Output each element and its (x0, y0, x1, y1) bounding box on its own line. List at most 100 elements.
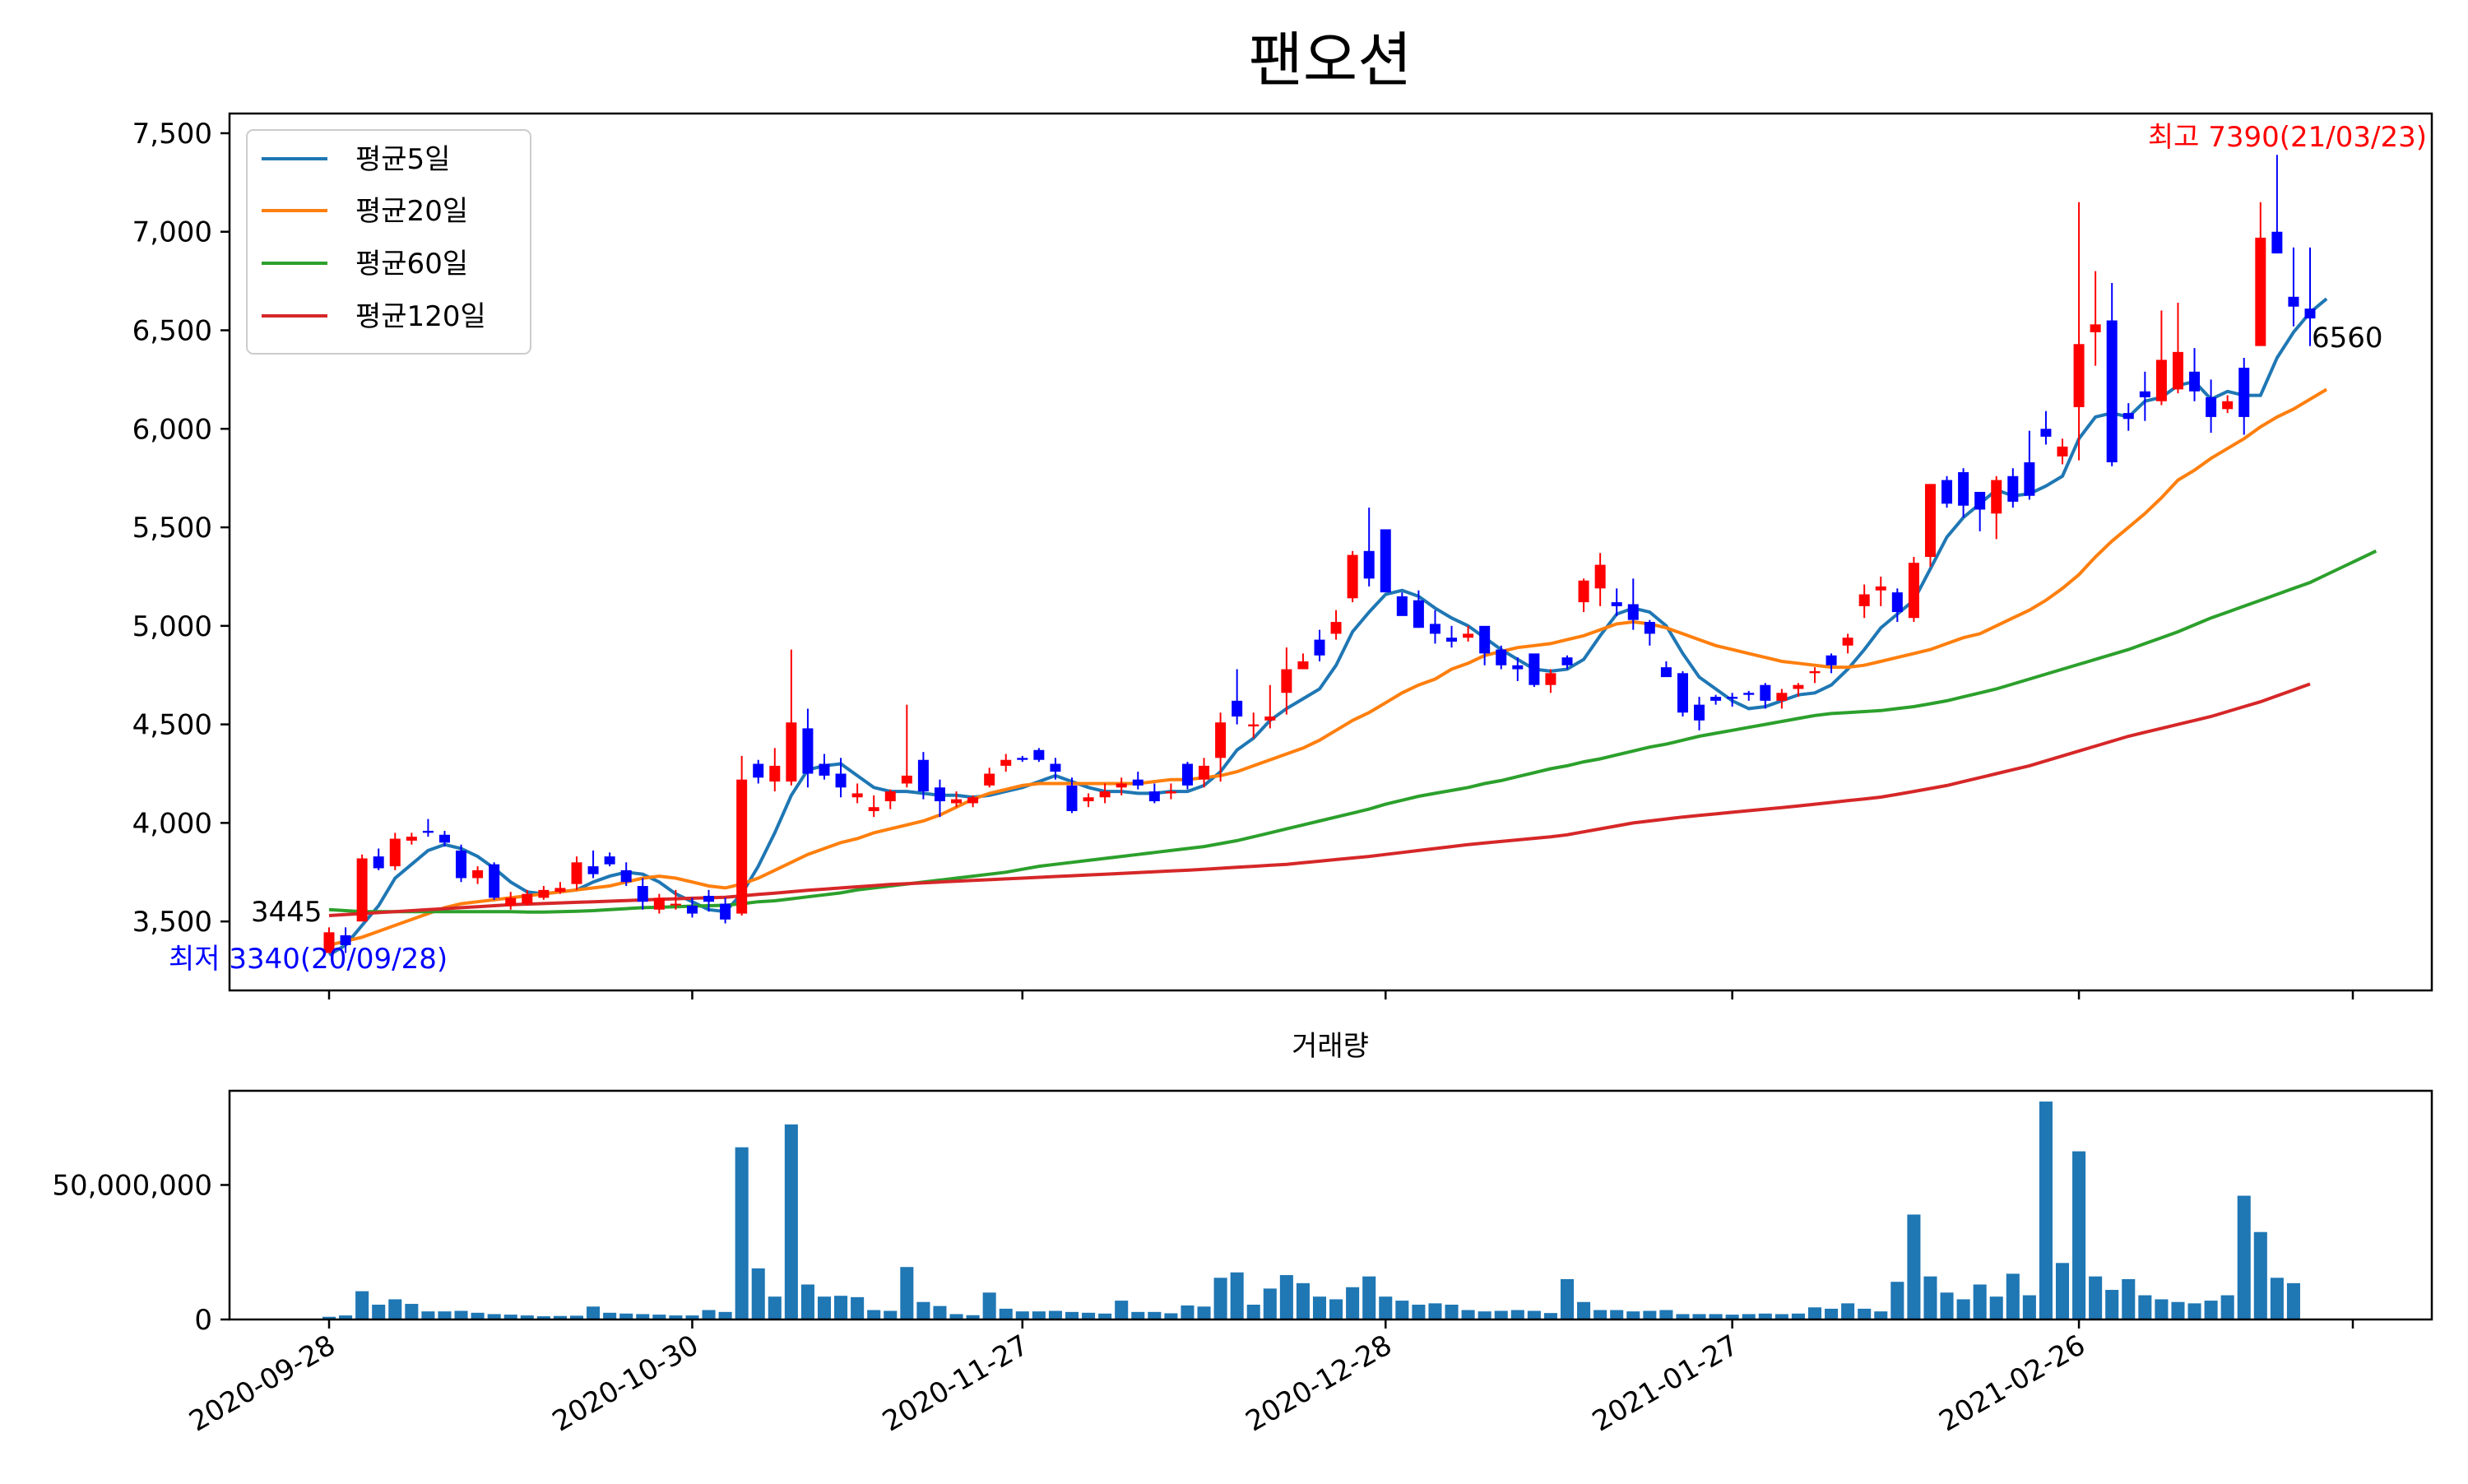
volume-bar (2270, 1278, 2284, 1319)
volume-bar (1412, 1305, 1426, 1319)
volume-bar (702, 1310, 716, 1319)
candle-body (1215, 722, 1227, 758)
candle-body (340, 934, 351, 945)
candle-body (1496, 649, 1507, 665)
candle-body (1429, 624, 1440, 634)
volume-bar (851, 1296, 865, 1319)
legend-box (246, 129, 531, 355)
volume-bar (405, 1304, 419, 1319)
volume-bar (1676, 1314, 1690, 1319)
candle-body (917, 759, 929, 792)
volume-bar (1032, 1311, 1046, 1319)
candle-body (835, 773, 847, 788)
volume-bar (2006, 1273, 2020, 1319)
volume-bar (949, 1314, 963, 1319)
price-y-tick-label: 4,500 (132, 709, 212, 742)
candle-body (1991, 480, 2002, 514)
candle-body (1727, 697, 1738, 699)
candle-body (1561, 657, 1573, 665)
candle-body (1941, 480, 1953, 504)
volume-bar (1098, 1313, 1112, 1319)
volume-y-tick-label: 50,000,000 (52, 1169, 212, 1202)
candle-body (1825, 655, 1837, 665)
volume-bar (1626, 1311, 1640, 1319)
volume-bars (322, 1101, 2300, 1319)
price-y-tick-label: 7,000 (132, 216, 212, 249)
last-close-annotation: 6560 (2312, 322, 2383, 355)
candle-body (1281, 669, 1292, 693)
candle-body (1264, 716, 1276, 721)
candle-body (967, 797, 979, 804)
candle-body (1413, 600, 1424, 628)
volume-bar (322, 1316, 336, 1319)
volume-bar (1015, 1311, 1029, 1319)
volume-bar (1774, 1314, 1788, 1319)
candle-body (1066, 785, 1078, 812)
candle-body (1033, 749, 1045, 760)
legend: 평균5일 평균20일 평균60일 평균120일 (246, 129, 531, 355)
candle-body (2139, 391, 2150, 397)
volume-bar (685, 1315, 699, 1319)
candle-body (1710, 697, 1722, 701)
candle-body (1083, 797, 1094, 802)
candle-body (653, 897, 665, 910)
volume-bar (1213, 1278, 1227, 1319)
candle-body (1891, 592, 1903, 613)
candle-body (1446, 638, 1458, 642)
volume-bar (1164, 1313, 1178, 1319)
candle-body (1314, 639, 1325, 656)
candle-body (1809, 670, 1821, 674)
candle-body (1050, 763, 1061, 772)
candle-body (1396, 596, 1408, 616)
volume-bar (569, 1315, 584, 1319)
candle-body (1842, 638, 1853, 646)
volume-bar (1692, 1314, 1706, 1319)
candle-body (1974, 491, 1986, 510)
candle-body (2271, 231, 2283, 254)
candle-body (1677, 673, 1688, 713)
volume-bar (1742, 1314, 1756, 1319)
volume-bar (1560, 1278, 1575, 1319)
candle-body (2172, 351, 2183, 390)
candle-body (2057, 446, 2068, 457)
candle-body (1232, 700, 1243, 717)
candle-body (1545, 673, 1556, 685)
volume-bar (966, 1315, 980, 1319)
candle-body (554, 888, 566, 893)
volume-bar (487, 1314, 501, 1319)
candle-body (670, 903, 681, 906)
candle-body (373, 856, 384, 869)
candlestick-series (323, 155, 2316, 953)
volume-bar (1594, 1310, 1607, 1319)
candle-body (522, 893, 533, 904)
candle-body (2122, 413, 2134, 420)
volume-bar (2171, 1301, 2185, 1319)
candle-body (1875, 586, 1886, 591)
volume-bar (1362, 1276, 1376, 1319)
candle-body (1594, 564, 1606, 589)
candle-body (2007, 475, 2019, 502)
candle-body (1347, 554, 1358, 599)
volume-bar (1973, 1284, 1987, 1319)
volume-bar (1527, 1310, 1541, 1319)
volume-bar (1312, 1296, 1327, 1319)
candle-body (1099, 791, 1111, 798)
volume-bar (388, 1299, 402, 1319)
volume-bar (2220, 1295, 2234, 1319)
candle-body (1363, 550, 1375, 579)
candle-body (1148, 791, 1160, 802)
volume-bar (587, 1306, 601, 1319)
volume-bar (421, 1311, 435, 1319)
candle-body (2106, 320, 2118, 463)
candle-body (1743, 693, 1755, 695)
candle-body (1116, 783, 1127, 788)
volume-bar (1841, 1303, 1855, 1319)
volume-bar (2072, 1151, 2086, 1319)
candle-body (1017, 758, 1028, 760)
volume-bar (1725, 1315, 1739, 1319)
candle-body (720, 903, 731, 920)
volume-y-axis: 0 50,000,000 (52, 1169, 230, 1337)
legend-label-ma120: 평균120일 (355, 300, 486, 333)
volume-bar (1346, 1287, 1360, 1319)
